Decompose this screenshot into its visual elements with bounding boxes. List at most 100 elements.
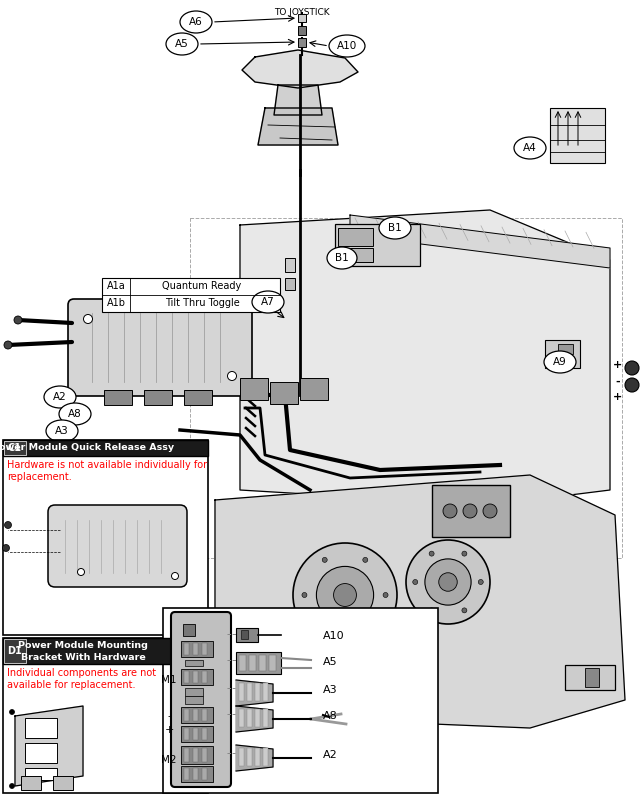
- Bar: [163, 608, 438, 793]
- Bar: [247, 683, 252, 701]
- Bar: [255, 748, 260, 766]
- Circle shape: [3, 546, 8, 551]
- Text: A10: A10: [337, 41, 357, 51]
- Bar: [565, 665, 615, 690]
- Bar: [285, 258, 295, 272]
- Circle shape: [322, 558, 327, 562]
- Ellipse shape: [252, 291, 284, 313]
- Text: A2: A2: [323, 750, 338, 760]
- Text: B1: B1: [335, 253, 349, 263]
- Text: +: +: [613, 360, 623, 370]
- Polygon shape: [350, 215, 610, 268]
- Circle shape: [406, 540, 490, 624]
- Text: Power Module Mounting: Power Module Mounting: [18, 642, 148, 650]
- Bar: [236, 652, 281, 674]
- Text: Bracket With Hardware: Bracket With Hardware: [21, 653, 145, 662]
- Bar: [183, 624, 195, 636]
- Text: C1: C1: [8, 443, 22, 453]
- Bar: [545, 340, 580, 368]
- Bar: [181, 766, 213, 782]
- Text: A3: A3: [323, 685, 338, 695]
- Bar: [184, 671, 189, 683]
- Bar: [240, 378, 268, 400]
- Bar: [236, 628, 258, 642]
- Bar: [144, 390, 172, 405]
- Text: TO JOYSTICK: TO JOYSTICK: [274, 8, 330, 17]
- Bar: [202, 728, 207, 740]
- Text: B1: B1: [388, 223, 402, 233]
- Bar: [241, 630, 248, 639]
- Text: A8: A8: [68, 409, 82, 419]
- Bar: [263, 683, 268, 701]
- Bar: [104, 390, 132, 405]
- Bar: [263, 748, 268, 766]
- Circle shape: [83, 315, 92, 324]
- Bar: [184, 643, 189, 655]
- Ellipse shape: [44, 386, 76, 408]
- Circle shape: [322, 628, 327, 633]
- Circle shape: [462, 551, 467, 556]
- Bar: [184, 748, 189, 762]
- Bar: [202, 709, 207, 721]
- Circle shape: [463, 504, 477, 518]
- Text: A9: A9: [553, 357, 567, 367]
- Bar: [585, 668, 599, 687]
- Bar: [193, 748, 198, 762]
- Text: A1a: A1a: [107, 281, 125, 291]
- Bar: [202, 671, 207, 683]
- Bar: [300, 378, 328, 400]
- Polygon shape: [242, 50, 358, 88]
- Circle shape: [78, 569, 85, 575]
- Circle shape: [4, 522, 12, 528]
- Circle shape: [334, 583, 356, 606]
- Bar: [184, 728, 189, 740]
- Bar: [184, 709, 189, 721]
- Polygon shape: [258, 108, 338, 145]
- Bar: [202, 643, 207, 655]
- Bar: [239, 655, 246, 671]
- Bar: [25, 718, 57, 738]
- FancyBboxPatch shape: [48, 505, 187, 587]
- Bar: [193, 671, 198, 683]
- Bar: [335, 224, 420, 266]
- Text: M1: M1: [161, 675, 177, 685]
- Bar: [298, 38, 306, 47]
- Circle shape: [413, 579, 418, 585]
- Bar: [249, 655, 256, 671]
- Bar: [3, 638, 208, 664]
- Bar: [193, 643, 198, 655]
- Text: A4: A4: [523, 143, 537, 153]
- Circle shape: [3, 544, 10, 551]
- Ellipse shape: [544, 351, 576, 373]
- Bar: [269, 655, 276, 671]
- Bar: [247, 709, 252, 727]
- Bar: [181, 669, 213, 685]
- Circle shape: [443, 504, 457, 518]
- Bar: [239, 709, 244, 727]
- Text: M2: M2: [161, 755, 177, 765]
- Text: +: +: [164, 725, 174, 735]
- Bar: [263, 709, 268, 727]
- Text: A6: A6: [189, 17, 203, 27]
- Bar: [184, 768, 189, 780]
- Circle shape: [10, 710, 15, 714]
- Text: A7: A7: [261, 297, 275, 307]
- Circle shape: [317, 566, 374, 623]
- Ellipse shape: [59, 403, 91, 425]
- Text: Hardware is not available individually for
replacement.: Hardware is not available individually f…: [7, 460, 207, 482]
- Polygon shape: [15, 706, 83, 786]
- Polygon shape: [236, 680, 273, 706]
- Circle shape: [4, 341, 12, 349]
- Text: -: -: [167, 711, 171, 721]
- Bar: [193, 768, 198, 780]
- Bar: [4, 639, 26, 663]
- Bar: [338, 248, 373, 262]
- FancyBboxPatch shape: [171, 612, 231, 787]
- Bar: [338, 228, 373, 246]
- Circle shape: [383, 593, 388, 598]
- Text: -: -: [616, 377, 620, 387]
- Circle shape: [6, 343, 10, 348]
- Bar: [298, 14, 306, 22]
- FancyBboxPatch shape: [68, 299, 252, 396]
- Circle shape: [625, 378, 639, 392]
